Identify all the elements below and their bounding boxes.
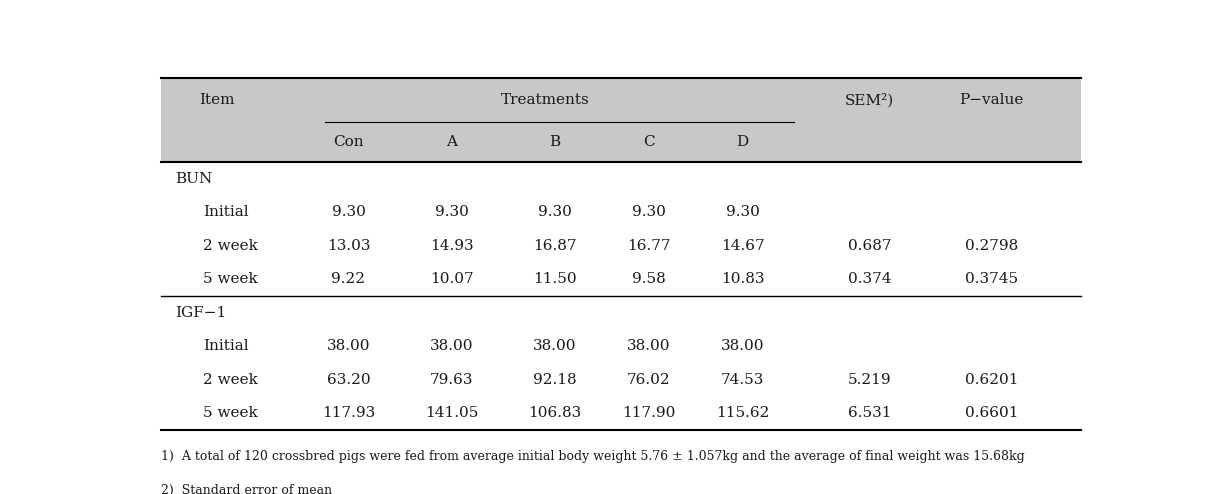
Text: 141.05: 141.05 [425, 406, 478, 420]
Text: 9.30: 9.30 [632, 205, 666, 219]
Text: D: D [736, 135, 748, 149]
Text: BUN: BUN [174, 172, 212, 186]
Text: IGF−1: IGF−1 [174, 306, 226, 320]
Text: 16.87: 16.87 [533, 239, 576, 252]
Text: 16.77: 16.77 [627, 239, 671, 252]
Text: Con: Con [333, 135, 363, 149]
Text: A: A [446, 135, 458, 149]
Text: 13.03: 13.03 [327, 239, 371, 252]
Text: 9.30: 9.30 [435, 205, 469, 219]
Text: 2)  Standard error of mean: 2) Standard error of mean [161, 484, 332, 494]
Text: 2 week: 2 week [203, 372, 258, 387]
Text: SEM²): SEM²) [845, 93, 894, 107]
Text: 9.22: 9.22 [332, 272, 366, 286]
Text: 38.00: 38.00 [430, 339, 474, 353]
Text: 9.30: 9.30 [538, 205, 572, 219]
Text: 117.90: 117.90 [622, 406, 676, 420]
Text: 0.687: 0.687 [848, 239, 891, 252]
Text: 74.53: 74.53 [721, 372, 764, 387]
Text: 5.219: 5.219 [848, 372, 891, 387]
Text: 76.02: 76.02 [627, 372, 671, 387]
Text: 117.93: 117.93 [322, 406, 375, 420]
Text: 0.6201: 0.6201 [965, 372, 1018, 387]
Text: 0.3745: 0.3745 [965, 272, 1018, 286]
Text: 6.531: 6.531 [848, 406, 891, 420]
Text: 106.83: 106.83 [528, 406, 581, 420]
Text: 0.2798: 0.2798 [965, 239, 1018, 252]
Text: 11.50: 11.50 [533, 272, 576, 286]
Text: 79.63: 79.63 [430, 372, 474, 387]
Bar [161, 79, 1080, 162]
Text: Treatments: Treatments [501, 93, 590, 107]
Text: 10.83: 10.83 [721, 272, 764, 286]
Text: 9.58: 9.58 [632, 272, 666, 286]
Text: 5 week: 5 week [203, 272, 258, 286]
Text: 38.00: 38.00 [721, 339, 764, 353]
Text: 9.30: 9.30 [725, 205, 759, 219]
Text: P−value: P−value [959, 93, 1023, 107]
Text: 10.07: 10.07 [430, 272, 474, 286]
Text: Initial: Initial [203, 339, 248, 353]
Text: 0.374: 0.374 [848, 272, 891, 286]
Text: Initial: Initial [203, 205, 248, 219]
Text: B: B [550, 135, 561, 149]
Text: 9.30: 9.30 [332, 205, 366, 219]
Text: Item: Item [200, 93, 235, 107]
Text: 1)  A total of 120 crossbred pigs were fed from average initial body weight 5.76: 1) A total of 120 crossbred pigs were fe… [161, 450, 1025, 463]
Text: 115.62: 115.62 [716, 406, 769, 420]
Text: 5 week: 5 week [203, 406, 258, 420]
Text: 38.00: 38.00 [327, 339, 371, 353]
Text: 38.00: 38.00 [627, 339, 671, 353]
Text: 63.20: 63.20 [327, 372, 371, 387]
Text: 38.00: 38.00 [533, 339, 576, 353]
Text: 0.6601: 0.6601 [965, 406, 1018, 420]
Text: 2 week: 2 week [203, 239, 258, 252]
Text: C: C [643, 135, 655, 149]
Text: 14.93: 14.93 [430, 239, 474, 252]
Text: 92.18: 92.18 [533, 372, 576, 387]
Text: 14.67: 14.67 [721, 239, 764, 252]
